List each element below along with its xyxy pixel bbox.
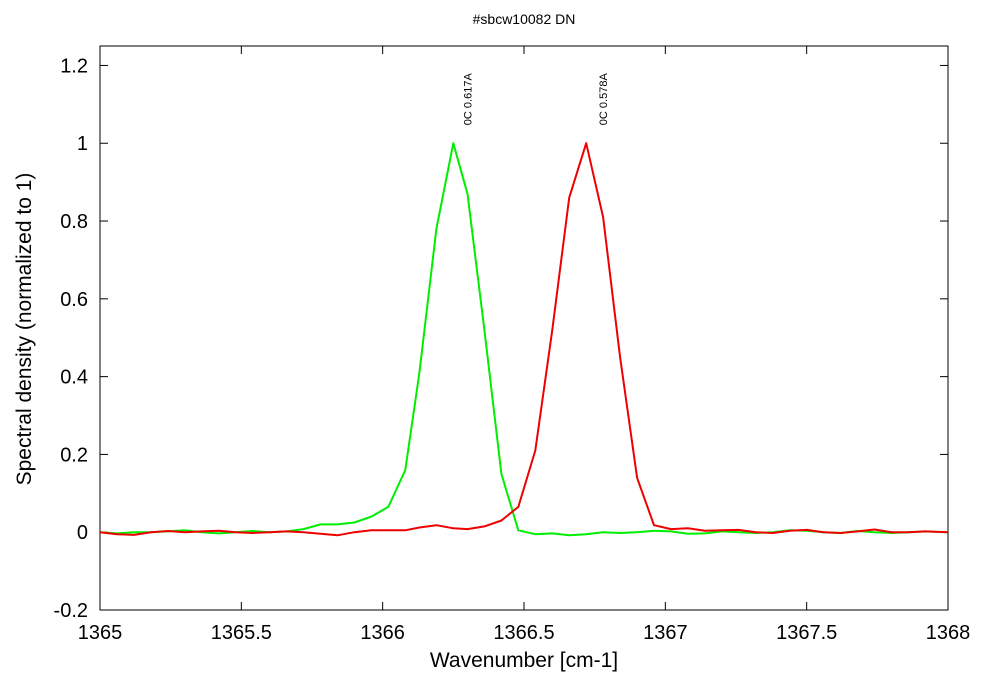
y-tick-label: -0.2 [54,600,88,622]
x-tick-label: 1365 [78,622,123,644]
series-line-1 [99,142,949,537]
y-tick-label: 0.4 [60,367,88,389]
annotation-layer: 0C 0.617A 0C 0.578A [463,73,611,126]
peak-annotation-2: 0C 0.578A [598,73,610,126]
series-layer [99,142,949,537]
y-tick-label: 0 [77,522,88,544]
y-axis-title: Spectral density (normalized to 1) [13,173,36,486]
plot-frame [99,45,949,611]
y-tick-label: 0.8 [60,211,88,233]
x-tick-label: 1366 [360,622,405,644]
x-tick-label: 1367 [643,622,688,644]
x-axis-title: Wavenumber [cm-1] [430,649,618,672]
y-axis: -0.2 0 0.2 0.4 0.6 0.8 1 1.2 [54,55,948,622]
y-tick-label: 1.2 [60,55,88,77]
y-tick-label: 0.2 [60,444,88,466]
y-tick-label: 0.6 [60,289,88,311]
chart-title: #sbcw10082 DN [473,11,576,27]
x-tick-label: 1367.5 [776,622,837,644]
series-line-2 [99,142,949,537]
y-tick-label: 1 [77,133,88,155]
peak-annotation-1: 0C 0.617A [463,73,475,126]
x-tick-label: 1366.5 [493,622,554,644]
x-tick-label: 1365.5 [211,622,272,644]
plot-area [99,45,949,611]
x-axis: 1365 1365.5 1366 1366.5 1367 1367.5 1368 [78,46,971,644]
x-tick-label: 1368 [926,622,971,644]
